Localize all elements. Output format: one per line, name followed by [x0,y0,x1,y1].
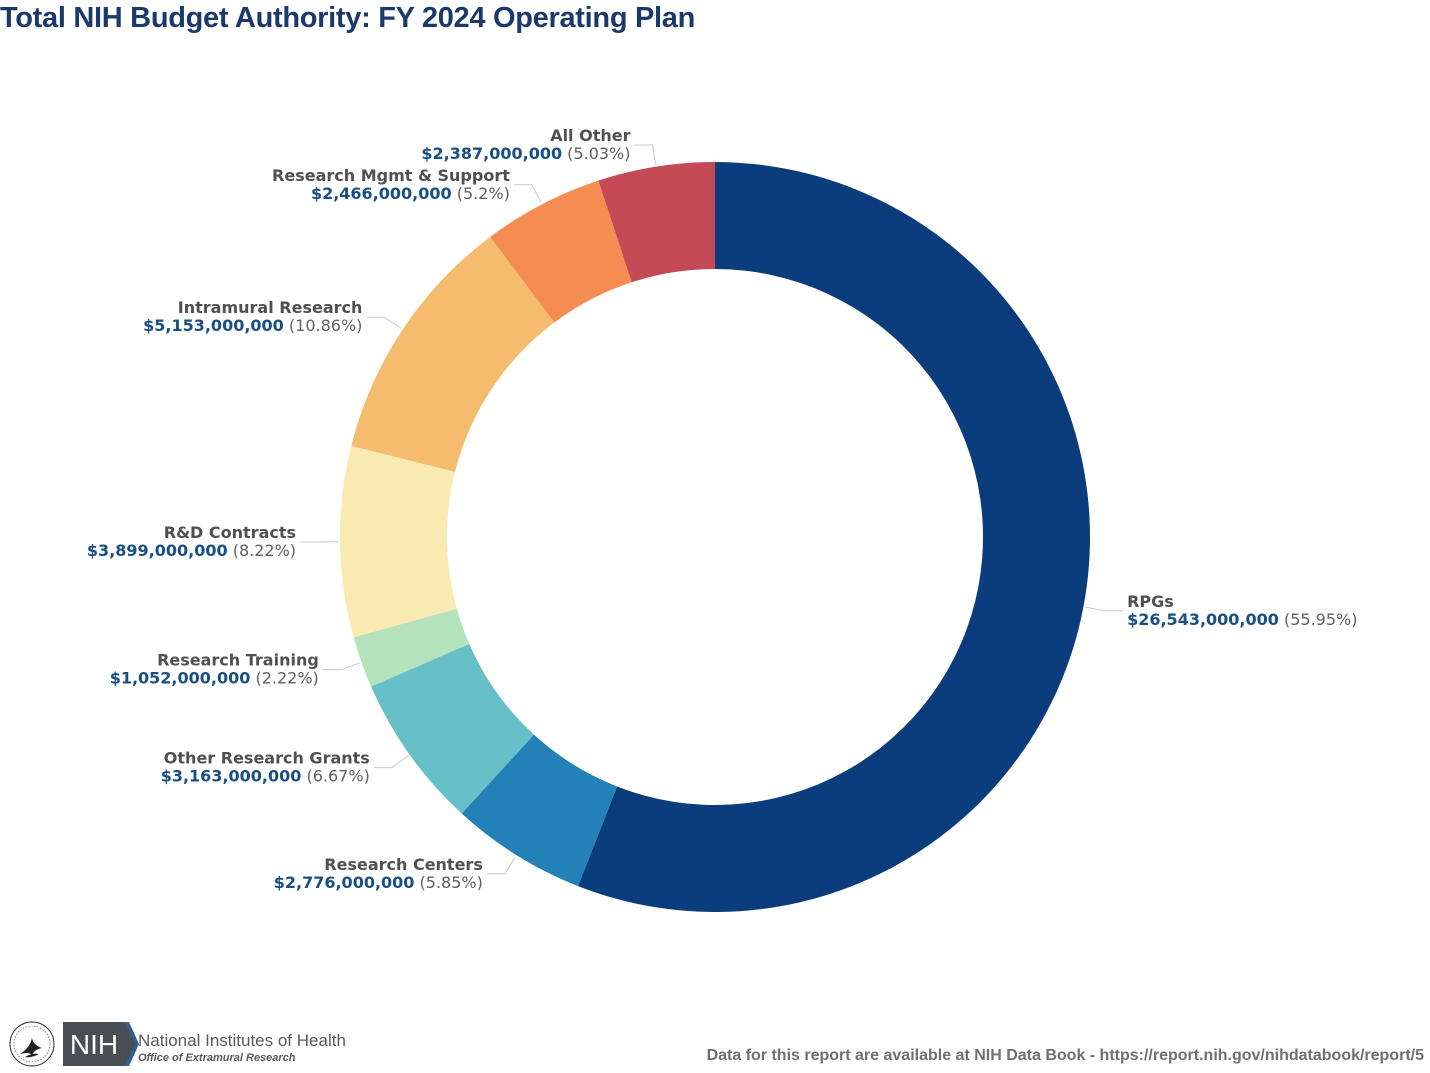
data-source-note: Data for this report are available at NI… [706,1047,1424,1064]
slice-label-value: $3,899,000,000 (8.22%) [87,541,296,560]
leader-line-other-research-grants [373,755,409,769]
nih-logo-text: NIH [70,1029,118,1060]
slice-label-value: $1,052,000,000 (2.22%) [110,669,319,688]
slice-label-name: Research Centers [324,855,483,874]
slice-label-value: $3,163,000,000 (6.67%) [161,767,370,786]
org-name: National Institutes of Health [138,1031,346,1050]
slice-label-name: All Other [550,126,630,145]
slice-label-value: $2,387,000,000 (5.03%) [421,144,630,163]
slice-randd-contracts[interactable] [340,445,457,638]
slice-label-name: Other Research Grants [164,749,370,768]
leader-line-research-mgmt-and-support [513,184,542,203]
page-title: Total NIH Budget Authority: FY 2024 Oper… [0,2,696,34]
leader-line-research-centers [486,856,516,875]
slice-research-training[interactable] [353,608,470,687]
leader-line-research-training [322,662,360,671]
slice-other-research-grants[interactable] [371,643,534,814]
slice-label-value: $2,776,000,000 (5.85%) [274,873,483,892]
slice-label-name: RPGs [1127,592,1174,611]
nih-logo-icon: NIH [63,1022,139,1066]
donut-slices [340,162,1090,912]
slice-labels: RPGs$26,543,000,000 (55.95%) Research Cen… [87,126,1358,892]
slice-label-value: $5,153,000,000 (10.86%) [143,316,362,335]
leader-line-rpgs [1085,606,1124,612]
slice-label-name: Research Training [157,651,319,670]
slice-intramural-research[interactable] [351,236,555,472]
hhs-seal-icon [9,1021,55,1067]
leader-line-all-other [634,144,657,165]
slice-label-name: R&D Contracts [164,523,296,542]
slice-label-value: $26,543,000,000 (55.95%) [1127,610,1357,629]
slice-label-value: $2,466,000,000 (5.2%) [311,184,510,203]
org-subname: Office of Extramural Research [138,1052,296,1064]
slice-research-mgmt-and-support[interactable] [490,180,632,323]
slice-all-other[interactable] [598,162,715,283]
slice-label-name: Research Mgmt & Support [272,166,510,185]
slice-rpgs[interactable] [578,162,1090,912]
label-leader-lines [300,144,1124,875]
slice-research-centers[interactable] [461,734,618,887]
slice-label-name: Intramural Research [178,298,363,317]
leader-line-intramural-research [366,316,402,329]
